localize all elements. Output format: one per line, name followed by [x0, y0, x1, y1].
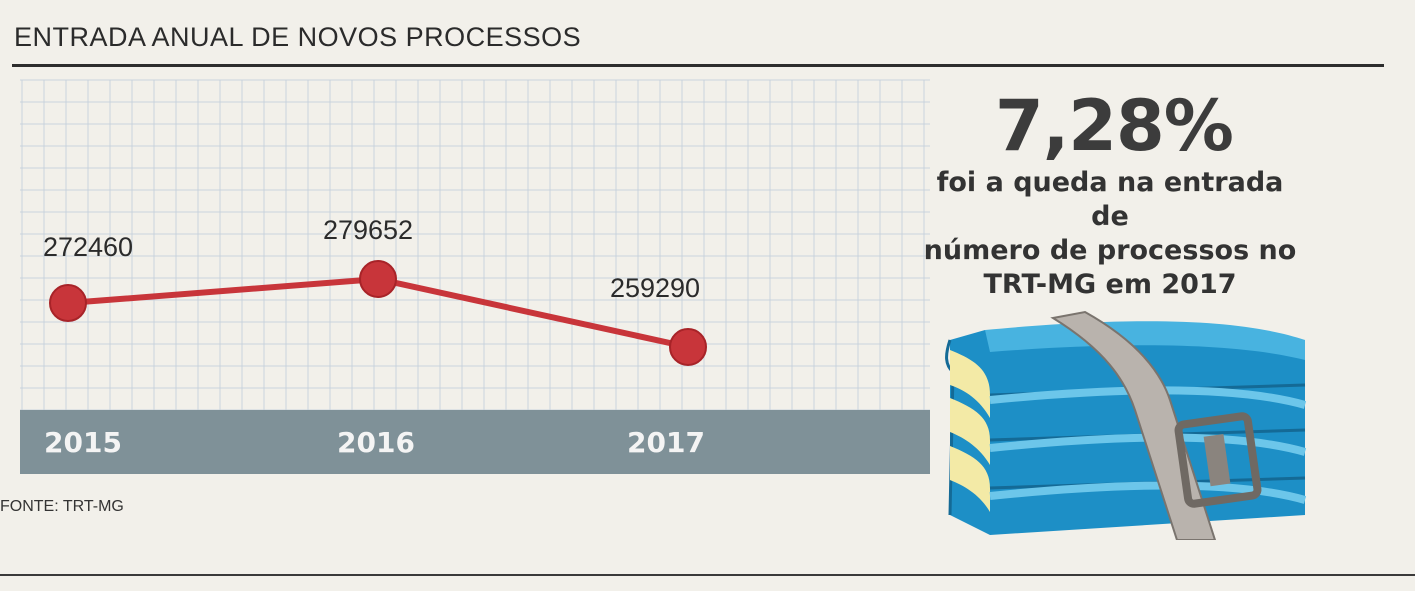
- line-chart: 272460 279652 259290 2015 2016 2017: [20, 79, 930, 474]
- data-point-2015: [49, 284, 87, 323]
- stat-value: 7,28%: [995, 85, 1234, 167]
- data-label-2015: 272460: [43, 232, 133, 262]
- stat-caption-line-2: número de processos no: [923, 235, 1297, 266]
- stat-caption: foi a queda na entrada de número de proc…: [915, 166, 1305, 302]
- stat-caption-line-1: foi a queda na entrada de: [936, 167, 1284, 232]
- source-note: FONTE: TRT-MG: [0, 498, 124, 515]
- strap-buckle-icon: [1050, 310, 1262, 540]
- category-label-2016: 2016: [337, 426, 415, 459]
- data-point-2017: [669, 328, 707, 366]
- chart-title: ENTRADA ANUAL DE NOVOS PROCESSOS: [14, 22, 582, 52]
- title-rule: [12, 64, 1384, 67]
- stat-caption-line-3: TRT-MG em 2017: [983, 269, 1237, 300]
- chart-grid: [20, 79, 930, 411]
- category-label-2017: 2017: [627, 426, 705, 459]
- bottom-rule: [0, 574, 1415, 576]
- year-band: [20, 410, 930, 474]
- category-label-2015: 2015: [44, 426, 122, 459]
- data-label-2016: 279652: [323, 215, 413, 245]
- data-point-2016: [359, 260, 397, 298]
- data-label-2017: 259290: [610, 273, 700, 303]
- books-illustration: [945, 310, 1307, 540]
